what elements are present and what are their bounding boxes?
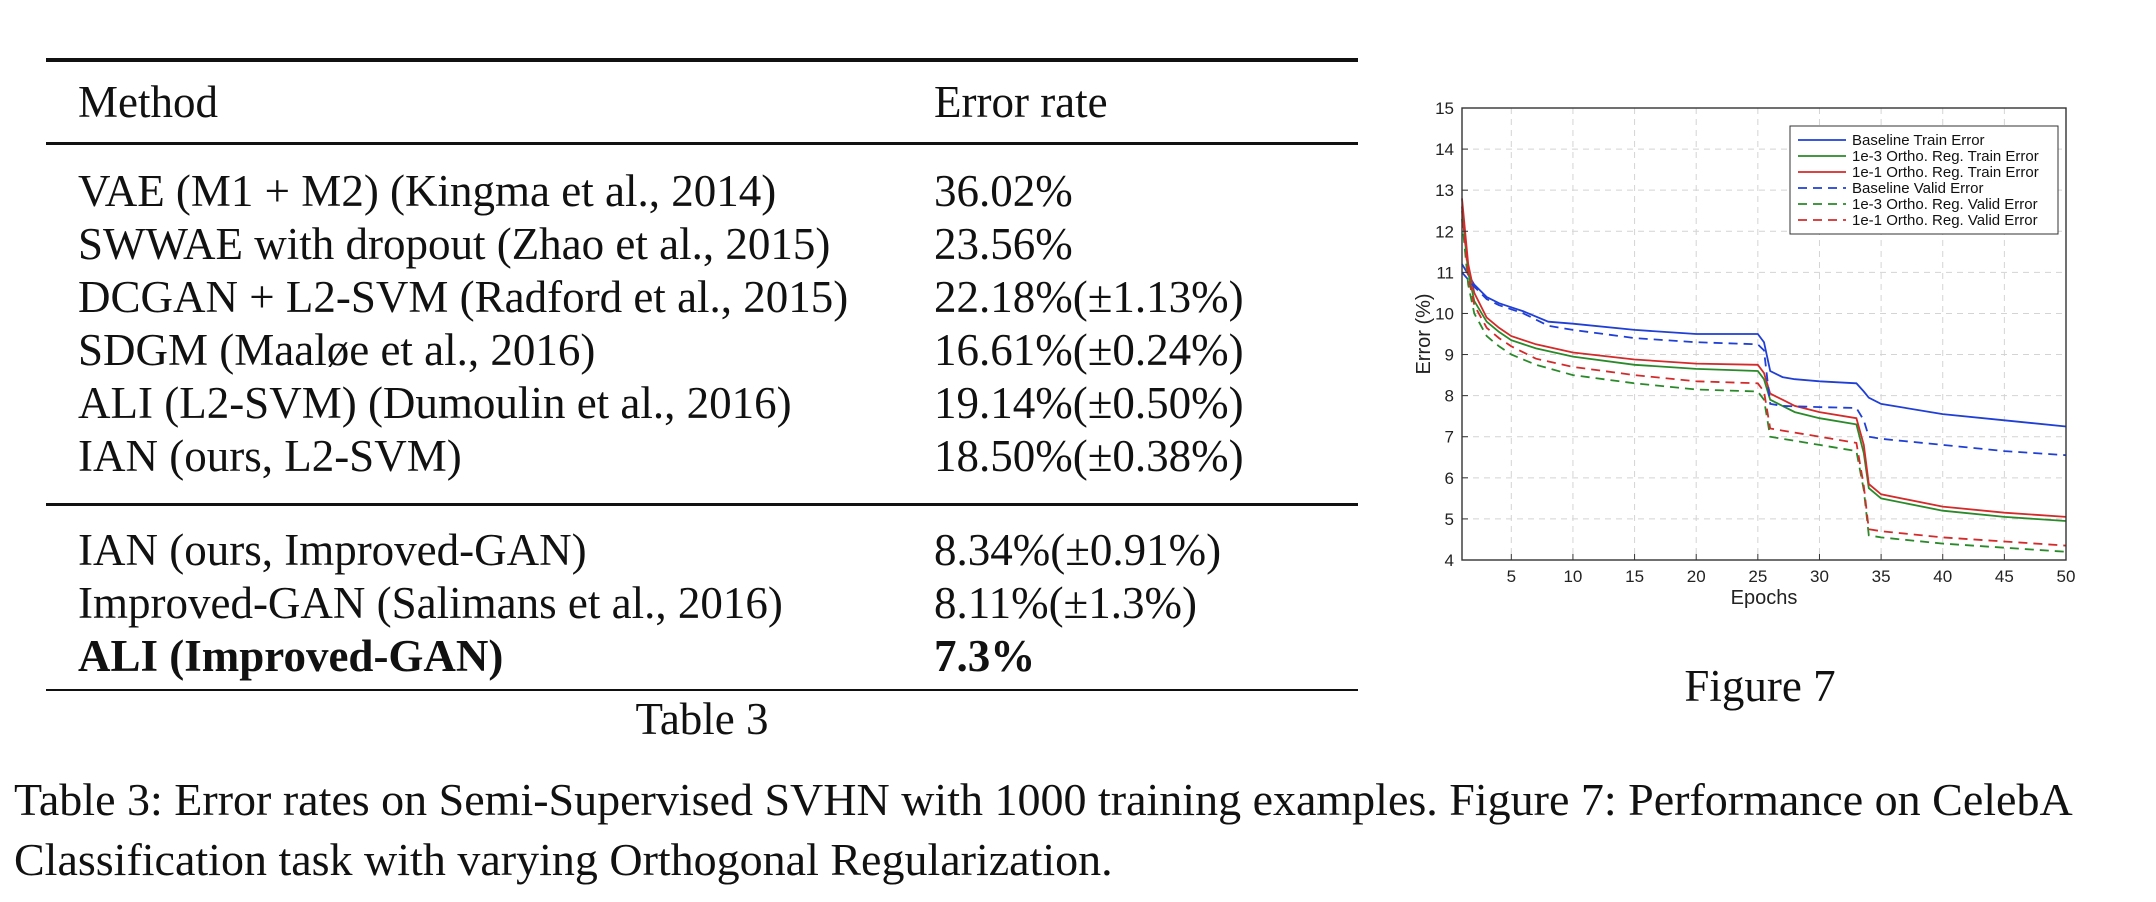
x-tick-label: 5 (1507, 567, 1516, 586)
table-group-2: IAN (ours, Improved-GAN) 8.34%(±0.91%) I… (46, 506, 1358, 689)
x-tick-label: 20 (1687, 567, 1706, 586)
y-tick-label: 14 (1435, 140, 1454, 159)
series-line (1461, 218, 2067, 553)
y-tick-label: 4 (1445, 551, 1454, 570)
table-row: ALI (L2-SVM) (Dumoulin et al., 2016) 19.… (46, 377, 1358, 430)
error-cell: 19.14%(±0.50%) (934, 378, 1244, 428)
y-axis-label: Error (%) (1413, 293, 1435, 374)
y-tick-label: 15 (1435, 99, 1454, 118)
legend-label: Baseline Train Error (1852, 132, 1985, 149)
method-cell: IAN (ours, L2-SVM) (78, 431, 462, 481)
error-cell: 23.56% (934, 219, 1073, 269)
series-line (1461, 271, 2067, 457)
x-tick-label: 35 (1872, 567, 1891, 586)
table-row: DCGAN + L2-SVM (Radford et al., 2015) 22… (46, 271, 1358, 324)
method-cell-best: ALI (Improved-GAN) (78, 631, 504, 681)
table-row: IAN (ours, L2-SVM) 18.50%(±0.38%) (46, 430, 1358, 483)
table-row: VAE (M1 + M2) (Kingma et al., 2014) 36.0… (46, 165, 1358, 218)
results-table: Method Error rate VAE (M1 + M2) (Kingma … (46, 58, 1358, 745)
x-tick-label: 10 (1563, 567, 1582, 586)
table-header: Method Error rate (46, 62, 1358, 142)
method-cell: DCGAN + L2-SVM (Radford et al., 2015) (78, 272, 849, 322)
table-header-rule (46, 142, 1358, 145)
y-tick-label: 10 (1435, 304, 1454, 323)
series-line (1461, 263, 2067, 428)
table-group-rule (46, 503, 1358, 506)
table-row: Improved-GAN (Salimans et al., 2016) 8.1… (46, 577, 1358, 630)
y-tick-label: 13 (1435, 181, 1454, 200)
main-caption: Table 3: Error rates on Semi-Supervised … (14, 774, 2071, 885)
y-tick-label: 7 (1445, 428, 1454, 447)
x-tick-label: 45 (1995, 567, 2014, 586)
table-row: SDGM (Maaløe et al., 2016) 16.61%(±0.24%… (46, 324, 1358, 377)
series-line (1461, 206, 2067, 547)
legend-box (1789, 125, 2059, 235)
method-cell: ALI (L2-SVM) (Dumoulin et al., 2016) (78, 378, 792, 428)
table-header-row: Method Error rate (46, 62, 1358, 142)
table-group-1: VAE (M1 + M2) (Kingma et al., 2014) 36.0… (46, 145, 1358, 503)
legend-label: Baseline Valid Error (1852, 180, 1983, 197)
error-cell: 8.34%(±0.91%) (934, 525, 1222, 575)
series-line (1461, 198, 2067, 518)
table-bottom-rule (46, 689, 1358, 691)
method-cell: SWWAE with dropout (Zhao et al., 2015) (78, 219, 831, 269)
legend-label: 1e-3 Ortho. Reg. Valid Error (1852, 196, 2038, 213)
table-top-rule (46, 58, 1358, 62)
method-cell: VAE (M1 + M2) (Kingma et al., 2014) (78, 166, 777, 216)
method-cell: Improved-GAN (Salimans et al., 2016) (78, 578, 783, 628)
y-tick-label: 9 (1445, 346, 1454, 365)
error-cell: 8.11%(±1.3%) (934, 578, 1197, 628)
table-row: ALI (Improved-GAN) 7.3% (46, 630, 1358, 683)
error-cell: 18.50%(±0.38%) (934, 431, 1244, 481)
error-cell: 36.02% (934, 166, 1073, 216)
x-tick-label: 15 (1625, 567, 1644, 586)
y-tick-label: 11 (1436, 263, 1454, 282)
table-row: SWWAE with dropout (Zhao et al., 2015) 2… (46, 218, 1358, 271)
table-row: IAN (ours, Improved-GAN) 8.34%(±0.91%) (46, 524, 1358, 577)
plot-frame (1461, 107, 2067, 561)
figure-caption: Figure 7 (1684, 661, 1836, 711)
error-cell-best: 7.3% (934, 631, 1036, 681)
error-cell: 16.61%(±0.24%) (934, 325, 1244, 375)
x-axis-label: Epochs (1731, 587, 1798, 609)
y-tick-label: 6 (1445, 469, 1454, 488)
x-tick-label: 40 (1933, 567, 1952, 586)
column-header-method: Method (78, 76, 218, 127)
column-header-error-rate: Error rate (934, 76, 1108, 127)
method-cell: SDGM (Maaløe et al., 2016) (78, 325, 596, 375)
x-tick-label: 30 (1810, 567, 1829, 586)
error-cell: 22.18%(±1.13%) (934, 272, 1244, 322)
x-tick-label: 25 (1748, 567, 1767, 586)
series-lines (1461, 198, 2067, 553)
figure-7: 5 10 15 20 25 30 35 40 45 50 4 5 6 7 8 9 10 11 12 13 14 15 Ep… (1410, 90, 2110, 710)
method-cell: IAN (ours, Improved-GAN) (78, 525, 587, 575)
x-tick-label: 50 (2057, 567, 2076, 586)
series-line (1461, 210, 2067, 522)
legend-label: 1e-1 Ortho. Reg. Valid Error (1852, 212, 2038, 229)
legend-label: 1e-1 Ortho. Reg. Train Error (1852, 164, 2039, 181)
y-tick-label: 5 (1445, 510, 1454, 529)
legend-label: 1e-3 Ortho. Reg. Train Error (1852, 148, 2039, 165)
y-tick-label: 8 (1445, 387, 1454, 406)
y-tick-label: 12 (1435, 222, 1454, 241)
table-caption: Table 3 (635, 694, 769, 744)
